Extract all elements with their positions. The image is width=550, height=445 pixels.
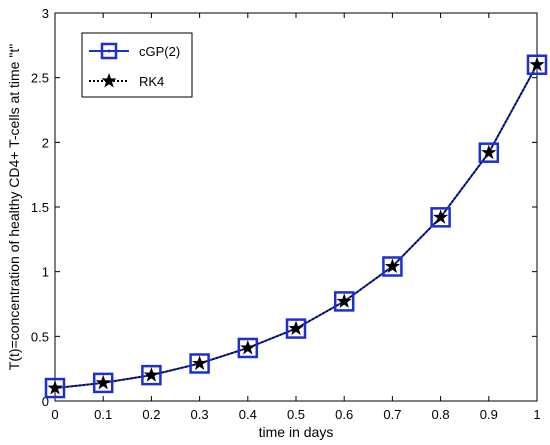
legend-marker-cgp [100, 42, 118, 60]
point-rk4 [481, 144, 497, 160]
point-rk4 [529, 56, 545, 72]
point-rk4 [288, 320, 304, 336]
y-tick-label: 1.5 [31, 200, 49, 215]
point-rk4 [432, 209, 449, 224]
point-rk4 [191, 355, 208, 370]
x-tick-label: 0.8 [432, 407, 450, 422]
x-tick-label: 0.5 [287, 407, 305, 422]
y-tick-label: 2.5 [31, 71, 49, 86]
x-tick-label: 0.1 [94, 407, 112, 422]
ticks-layer: 0 0.1 0.2 0.3 0.4 0.5 0.6 0.7 0.8 0.9 1 0 0.5 1 1.5 2 2.… [31, 6, 541, 422]
y-axis-label: T(t)=concentration of healthy CD4+ T-cel… [6, 44, 22, 370]
x-tick-label: 0.4 [239, 407, 257, 422]
point-cgp [237, 337, 259, 359]
x-tick-label: 1 [533, 407, 540, 422]
point-cgp [141, 364, 162, 386]
point-rk4 [47, 380, 63, 395]
legend-marker-rk4 [101, 73, 117, 88]
legend-label-rk4: RK4 [139, 74, 164, 89]
point-cgp [526, 54, 548, 75]
x-tick-label: 0.9 [480, 407, 498, 422]
legend: cGP(2) RK4 [81, 32, 193, 98]
point-cgp [285, 318, 307, 339]
legend-dot-cgp [107, 49, 111, 53]
x-tick-label: 0.3 [191, 407, 209, 422]
point-rk4 [240, 339, 256, 355]
x-tick-label: 0 [51, 407, 58, 422]
point-cgp [382, 256, 403, 277]
point-rk4 [143, 367, 160, 382]
legend-box [81, 32, 193, 98]
point-cgp [333, 291, 355, 312]
point-rk4 [336, 293, 352, 308]
point-cgp [189, 353, 210, 374]
x-tick-label: 0.6 [335, 407, 353, 422]
point-rk4 [384, 258, 401, 273]
y-tick-label: 3 [42, 6, 49, 21]
point-cgp [478, 142, 500, 163]
series-layer [44, 54, 548, 399]
point-cgp [44, 377, 66, 399]
y-tick-label: 1 [42, 265, 49, 280]
point-rk4 [95, 374, 111, 390]
point-cgp [92, 372, 114, 394]
x-axis-label: time in days [259, 424, 334, 440]
point-cgp [430, 207, 451, 228]
x-tick-label: 0.7 [383, 407, 401, 422]
x-tick-label: 0.2 [142, 407, 160, 422]
legend-label-cgp: cGP(2) [139, 44, 180, 59]
y-tick-label: 2 [42, 135, 49, 150]
y-tick-label: 0.5 [31, 329, 49, 344]
y-tick-label: 0 [42, 394, 49, 409]
